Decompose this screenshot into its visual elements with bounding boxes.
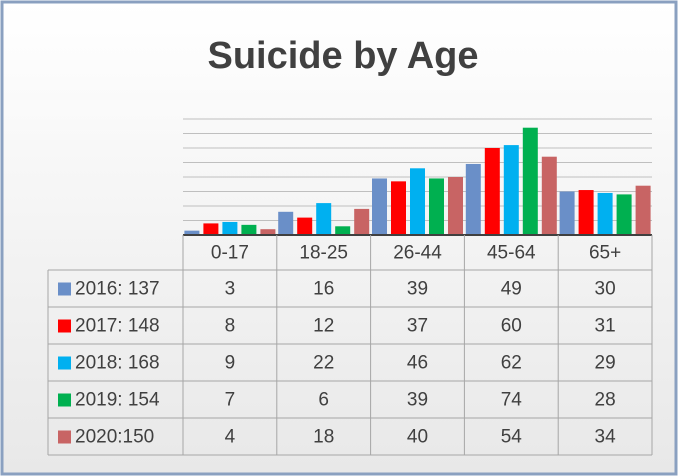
table-value: 30 bbox=[595, 279, 616, 300]
bar bbox=[203, 223, 219, 235]
table-value: 18 bbox=[313, 427, 334, 448]
legend-swatch bbox=[58, 356, 71, 370]
legend-label: 2018: 168 bbox=[75, 353, 160, 374]
table-value: 39 bbox=[407, 390, 428, 411]
table-value: 6 bbox=[318, 390, 329, 411]
table-value: 9 bbox=[225, 353, 236, 374]
bar bbox=[278, 211, 294, 235]
legend-label: 2019: 154 bbox=[75, 390, 160, 411]
bar bbox=[354, 208, 370, 235]
table-value: 29 bbox=[595, 353, 616, 374]
bar bbox=[597, 192, 613, 235]
table-value: 4 bbox=[225, 427, 236, 448]
table-value: 34 bbox=[595, 427, 617, 448]
bar bbox=[522, 127, 538, 235]
table-value: 49 bbox=[501, 279, 522, 300]
bar bbox=[559, 191, 575, 235]
bar bbox=[541, 156, 557, 235]
bar bbox=[260, 229, 276, 235]
table-value: 7 bbox=[225, 390, 236, 411]
bar bbox=[616, 194, 632, 235]
table-value: 3 bbox=[225, 279, 236, 300]
bar bbox=[448, 177, 463, 235]
table-value: 28 bbox=[595, 390, 616, 411]
bar bbox=[335, 226, 351, 235]
bar bbox=[578, 190, 594, 235]
bar bbox=[635, 185, 651, 235]
table-value: 39 bbox=[407, 279, 428, 300]
legend-swatch bbox=[58, 430, 71, 444]
legend-swatch bbox=[58, 393, 71, 407]
legend-swatch bbox=[58, 282, 71, 296]
bar bbox=[222, 221, 238, 235]
bar bbox=[410, 168, 425, 235]
table-value: 8 bbox=[225, 316, 236, 337]
legend-swatch bbox=[58, 319, 71, 333]
bar bbox=[241, 224, 257, 235]
bar bbox=[484, 148, 500, 235]
table-value: 62 bbox=[501, 353, 522, 374]
bar bbox=[391, 181, 406, 235]
table-value: 16 bbox=[313, 279, 334, 300]
table-value: 12 bbox=[313, 316, 334, 337]
legend-label: 2016: 137 bbox=[75, 279, 160, 300]
table-value: 74 bbox=[501, 390, 523, 411]
table-value: 40 bbox=[407, 427, 428, 448]
table-value: 46 bbox=[407, 353, 428, 374]
category-label: 18-25 bbox=[299, 243, 348, 264]
bar bbox=[184, 230, 200, 235]
bar bbox=[316, 203, 332, 235]
table-value: 31 bbox=[595, 316, 616, 337]
category-label: 45-64 bbox=[487, 243, 536, 264]
category-label: 65+ bbox=[589, 243, 621, 264]
table-value: 60 bbox=[501, 316, 522, 337]
table-value: 54 bbox=[501, 427, 523, 448]
category-label: 0-17 bbox=[211, 243, 249, 264]
bar bbox=[297, 217, 313, 235]
table-value: 22 bbox=[313, 353, 334, 374]
chart-title: Suicide by Age bbox=[208, 35, 479, 77]
table-value: 37 bbox=[407, 316, 428, 337]
bar bbox=[429, 178, 444, 235]
bar bbox=[503, 145, 519, 235]
legend-label: 2020:150 bbox=[75, 427, 154, 448]
category-label: 26-44 bbox=[393, 243, 442, 264]
bar bbox=[372, 178, 387, 235]
bar bbox=[465, 163, 481, 235]
legend-label: 2017: 148 bbox=[75, 316, 160, 337]
